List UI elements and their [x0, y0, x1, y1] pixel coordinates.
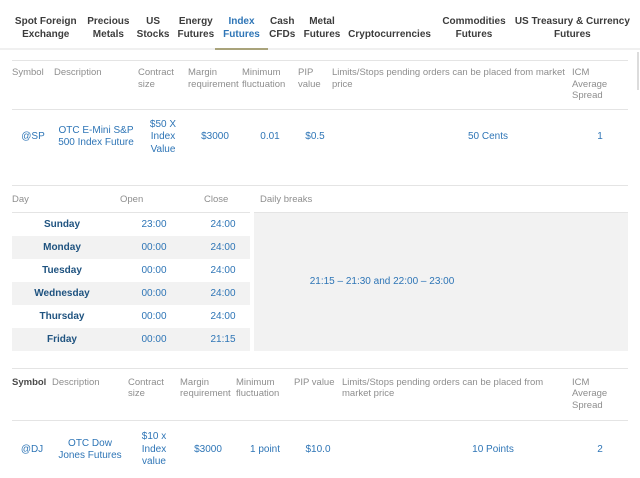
tab-content: Symbol Description Contract size Margin … [12, 60, 628, 478]
spec-row-sp500: @SP OTC E-Mini S&P 500 Index Future $50 … [12, 109, 628, 167]
schedule-row-wednesday: Wednesday 00:00 24:00 [12, 281, 628, 305]
spec-header-row: Symbol Description Contract size Margin … [12, 368, 628, 422]
schedule-row-tuesday: Tuesday 00:00 24:00 [12, 259, 628, 282]
tab-energy-futures[interactable]: Energy Futures [173, 16, 219, 48]
schedule-row-sunday: Sunday 23:00 24:00 21:15 – 21:30 and 22:… [12, 212, 628, 351]
tab-label: US Stocks [136, 16, 170, 40]
col-header-description: Description [54, 60, 138, 110]
scrollbar-thumb[interactable] [637, 52, 639, 90]
schedule-row-monday: Monday 00:00 24:00 [12, 235, 628, 259]
schedule-row-friday: Friday 00:00 21:15 [12, 327, 628, 351]
spec-header-row: Symbol Description Contract size Margin … [12, 60, 628, 110]
schedule-row-thursday: Thursday 00:00 24:00 [12, 305, 628, 328]
cell-open: 00:00 [112, 235, 196, 259]
schedule-table-sp500: Day Open Close Daily breaks Sunday 23:00… [12, 185, 628, 351]
col-header-margin-requirement: Margin requirement [180, 368, 236, 422]
tab-label: US Treasury & Currency Futures [514, 16, 630, 40]
cell-close: 24:00 [210, 310, 236, 322]
col-header-contract-size: Contract size [138, 60, 188, 110]
col-header-icm-average-spread: ICM Average Spread [572, 368, 628, 422]
col-header-contract-size: Contract size [128, 368, 180, 422]
cell-contract-size: $10 x Index value [141, 431, 167, 468]
cell-minimum-fluctuation: 1 point [249, 443, 281, 455]
cell-margin-requirement: $3000 [194, 443, 222, 455]
cell-limits-stops: 50 Cents [467, 131, 509, 143]
schedule-header-row: Day Open Close Daily breaks [12, 185, 628, 214]
spec-table-sp500: Symbol Description Contract size Margin … [12, 60, 628, 167]
col-header-description: Description [52, 368, 128, 422]
col-header-limits-stops: Limits/Stops pending orders can be place… [332, 60, 572, 110]
cell-close: 24:00 [196, 281, 252, 305]
cell-symbol: @SP [21, 131, 45, 143]
tab-label: Cash CFDs [269, 16, 296, 40]
cell-margin-requirement: $3000 [201, 131, 229, 143]
tab-us-stocks[interactable]: US Stocks [133, 16, 173, 48]
col-header-pip-value: PIP value [298, 60, 332, 110]
cell-symbol: @DJ [20, 443, 44, 455]
cell-limits-stops: 10 Points [472, 443, 514, 455]
tab-index-futures[interactable]: Index Futures [214, 16, 269, 50]
cell-pip-value: $10.0 [305, 443, 331, 455]
cell-day: Sunday [43, 218, 81, 230]
col-header-symbol: Symbol [12, 368, 52, 422]
cell-description: OTC E-Mini S&P 500 Index Future [58, 124, 134, 149]
cell-close: 21:15 [196, 327, 252, 351]
cell-icm-average-spread: 2 [597, 443, 603, 455]
cell-open: 00:00 [112, 281, 196, 305]
cell-contract-size: $50 X Index Value [149, 118, 177, 155]
tab-label: Metal Futures [303, 16, 341, 40]
cell-open: 00:00 [141, 310, 167, 322]
cell-open: 00:00 [141, 264, 167, 276]
cell-pip-value: $0.5 [305, 131, 325, 143]
tab-metal-futures[interactable]: Metal Futures [300, 16, 344, 48]
cell-day: Tuesday [42, 264, 82, 276]
col-header-close: Close [196, 185, 252, 214]
tab-us-treasury-currency-futures[interactable]: US Treasury & Currency Futures [513, 16, 632, 48]
tab-label: Index Futures [223, 16, 260, 40]
tab-label: Commodities Futures [442, 16, 506, 40]
cell-minimum-fluctuation: 0.01 [260, 131, 280, 143]
col-header-day: Day [12, 185, 112, 214]
col-header-margin-requirement: Margin requirement [188, 60, 242, 110]
tab-label: Precious Metals [87, 16, 130, 40]
cell-icm-average-spread: 1 [597, 131, 603, 143]
tab-label: Energy Futures [177, 16, 215, 40]
cell-daily-breaks: 21:15 – 21:30 and 22:00 – 23:00 [250, 212, 628, 351]
spec-row-dowjones: @DJ OTC Dow Jones Futures $10 x Index va… [12, 421, 628, 478]
col-header-pip-value: PIP value [294, 368, 342, 422]
cell-day: Monday [12, 235, 112, 259]
col-header-minimum-fluctuation: Minimum fluctuation [242, 60, 298, 110]
cell-description: OTC Dow Jones Futures [58, 437, 122, 462]
col-header-symbol: Symbol [12, 60, 54, 110]
cell-day: Thursday [39, 310, 85, 322]
col-header-daily-breaks: Daily breaks [252, 185, 628, 214]
col-header-limits-stops: Limits/Stops pending orders can be place… [342, 368, 572, 422]
col-header-icm-average-spread: ICM Average Spread [572, 60, 628, 110]
cell-close: 24:00 [196, 235, 252, 259]
tab-spot-foreign-exchange[interactable]: Spot Foreign Exchange [8, 16, 84, 48]
tab-label: Spot Foreign Exchange [14, 16, 77, 40]
tab-precious-metals[interactable]: Precious Metals [84, 16, 134, 48]
cell-open: 23:00 [141, 218, 167, 230]
tab-commodities-futures[interactable]: Commodities Futures [435, 16, 513, 48]
col-header-open: Open [112, 185, 196, 214]
spec-table-dowjones: Symbol Description Contract size Margin … [12, 367, 628, 478]
cell-open: 00:00 [112, 327, 196, 351]
col-header-minimum-fluctuation: Minimum fluctuation [236, 368, 294, 422]
cell-close: 24:00 [210, 218, 236, 230]
cell-day: Wednesday [12, 281, 112, 305]
category-tabs: Spot Foreign Exchange Precious Metals US… [0, 0, 640, 50]
tab-cryptocurrencies[interactable]: Cryptocurrencies [344, 29, 435, 49]
tab-cash-cfds[interactable]: Cash CFDs [264, 16, 300, 48]
cell-day: Friday [12, 327, 112, 351]
cell-close: 24:00 [210, 264, 236, 276]
tab-label: Cryptocurrencies [348, 28, 431, 40]
